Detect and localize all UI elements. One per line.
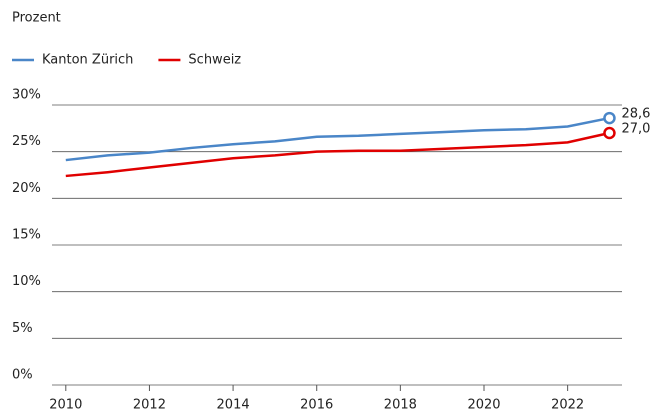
y-tick-label: 10% — [12, 274, 41, 289]
legend-label: Kanton Zürich — [42, 53, 133, 68]
series-line — [65, 116, 610, 162]
y-axis-label: Prozent — [12, 11, 61, 26]
y-tick-label: 15% — [12, 228, 41, 243]
x-tick-label: 2012 — [133, 398, 166, 413]
x-tick-label: 2014 — [217, 398, 250, 413]
end-point — [603, 111, 616, 125]
y-tick-label: 20% — [12, 181, 41, 196]
x-tick-label: 2022 — [551, 398, 584, 413]
legend-label: Schweiz — [188, 53, 241, 68]
y-tick-label: 25% — [12, 134, 41, 149]
end-point — [603, 126, 616, 140]
y-tick-label: 0% — [12, 368, 33, 383]
x-tick-label: 2016 — [300, 398, 333, 413]
x-tick-label: 2018 — [384, 398, 417, 413]
x-tick-label: 2010 — [49, 398, 82, 413]
y-tick-label: 5% — [12, 321, 33, 336]
x-tick-label: 2020 — [467, 398, 500, 413]
value-label: 28,6 — [621, 107, 650, 122]
value-label: 27,0 — [621, 122, 650, 137]
y-tick-label: 30% — [12, 88, 41, 103]
series-line — [65, 131, 610, 178]
